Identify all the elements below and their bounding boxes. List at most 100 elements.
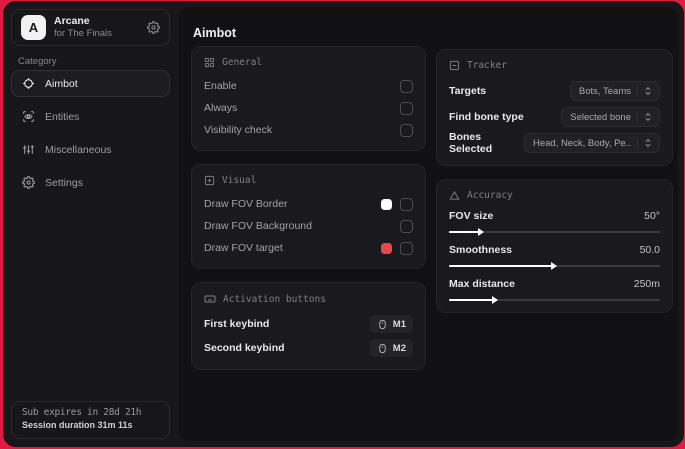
setting-label: Draw FOV target — [204, 242, 283, 254]
smoothness-group: Smoothness 50.0 — [449, 242, 660, 270]
card-title: Activation buttons — [223, 293, 326, 305]
accuracy-card: Accuracy FOV size 50° Smoothness 50.0 — [436, 179, 673, 313]
fov-border-color-swatch[interactable] — [381, 198, 392, 210]
slider-fill — [449, 228, 484, 236]
sidebar-item-miscellaneous[interactable]: Miscellaneous — [11, 136, 170, 163]
sliders-icon — [22, 143, 35, 156]
second-keybind-button[interactable]: M2 — [369, 339, 413, 357]
page-title: Aimbot — [193, 26, 237, 40]
grid-icon — [204, 57, 215, 68]
setting-row-always: Always — [204, 97, 413, 119]
setting-label: Smoothness — [449, 244, 513, 256]
mouse-icon — [377, 343, 388, 354]
slider-thumb[interactable] — [492, 296, 499, 304]
fov-background-checkbox[interactable] — [400, 219, 413, 233]
setting-row-visibility-check: Visibility check — [204, 119, 413, 141]
sidebar-item-label: Aimbot — [45, 77, 78, 90]
app-logo: A — [21, 15, 46, 40]
setting-label: Max distance — [449, 278, 515, 290]
subscription-info: Sub expires in 28d 21h Session duration … — [11, 401, 170, 439]
dropdown-value: Selected bone — [570, 111, 631, 123]
setting-label: Draw FOV Background — [204, 220, 312, 232]
setting-row-fov-target: Draw FOV target — [204, 237, 413, 259]
max-distance-group: Max distance 250m — [449, 276, 660, 304]
setting-label: Second keybind — [204, 342, 285, 354]
crosshair-icon — [22, 77, 35, 90]
card-title: Visual — [222, 175, 257, 186]
general-card: General Enable Always Visibility check — [191, 46, 426, 151]
setting-row-second-keybind: Second keybind M2 — [204, 336, 413, 360]
fov-size-group: FOV size 50° — [449, 208, 660, 236]
session-duration-text: Session duration 31m 11s — [22, 420, 133, 430]
tracker-card-header: Tracker — [449, 60, 660, 71]
fov-target-checkbox[interactable] — [400, 241, 413, 255]
triangle-icon — [449, 190, 460, 201]
bones-selected-dropdown[interactable]: Head, Neck, Body, Pe.. — [523, 133, 660, 153]
setting-row-fov-border: Draw FOV Border — [204, 193, 413, 215]
sidebar-item-label: Miscellaneous — [45, 143, 112, 156]
visual-card-header: Visual — [204, 175, 413, 186]
sidebar-item-aimbot[interactable]: Aimbot — [11, 70, 170, 97]
dropdown-value: Head, Neck, Body, Pe.. — [532, 137, 631, 149]
fov-target-color-swatch[interactable] — [381, 242, 392, 254]
main-panel: Aimbot General Enable Always — [179, 7, 678, 441]
app-window: A Arcane for The Finals Category Aimbot — [3, 1, 684, 447]
gear-icon[interactable] — [147, 21, 160, 34]
chevrons-up-down-icon — [637, 138, 653, 148]
app-subtitle: for The Finals — [54, 28, 112, 40]
card-title: General — [222, 57, 263, 68]
fov-border-checkbox[interactable] — [400, 197, 413, 211]
keybind-value: M2 — [392, 342, 406, 354]
right-column: Tracker Targets Bots, Teams Find bone ty… — [436, 49, 673, 313]
setting-label: Find bone type — [449, 111, 524, 123]
max-distance-slider[interactable] — [449, 296, 660, 304]
smoothness-value: 50.0 — [639, 244, 660, 256]
fov-size-value: 50° — [644, 210, 660, 222]
scan-eye-icon — [22, 110, 35, 123]
sidebar-item-label: Settings — [45, 176, 83, 189]
setting-label: Targets — [449, 85, 487, 97]
card-title: Tracker — [467, 60, 508, 71]
setting-label: Enable — [204, 80, 237, 92]
slider-fill — [449, 296, 499, 304]
enable-checkbox[interactable] — [400, 79, 413, 93]
first-keybind-button[interactable]: M1 — [369, 315, 413, 333]
setting-row-bones-selected: Bones Selected Head, Neck, Body, Pe.. — [449, 130, 660, 156]
tracker-card: Tracker Targets Bots, Teams Find bone ty… — [436, 49, 673, 166]
app-name: Arcane — [54, 15, 90, 27]
mouse-icon — [377, 319, 388, 330]
slider-thumb[interactable] — [477, 228, 484, 236]
sidebar-header: A Arcane for The Finals — [11, 9, 170, 46]
setting-label: Draw FOV Border — [204, 198, 288, 210]
accuracy-card-header: Accuracy — [449, 190, 660, 201]
sidebar-item-settings[interactable]: Settings — [11, 169, 170, 196]
fov-size-slider[interactable] — [449, 228, 660, 236]
setting-row-enable: Enable — [204, 75, 413, 97]
setting-row-fov-background: Draw FOV Background — [204, 215, 413, 237]
find-bone-type-dropdown[interactable]: Selected bone — [561, 107, 660, 127]
card-title: Accuracy — [467, 190, 513, 201]
sidebar-item-entities[interactable]: Entities — [11, 103, 170, 130]
setting-label: First keybind — [204, 318, 270, 330]
scan-icon — [449, 60, 460, 71]
slider-fill — [449, 262, 558, 270]
visibility-check-checkbox[interactable] — [400, 123, 413, 137]
gear-icon — [22, 176, 35, 189]
targets-dropdown[interactable]: Bots, Teams — [569, 81, 660, 101]
setting-label: Always — [204, 102, 238, 114]
smoothness-slider[interactable] — [449, 262, 660, 270]
activation-card: Activation buttons First keybind M1 Seco… — [191, 282, 426, 370]
slider-thumb[interactable] — [551, 262, 558, 270]
category-label: Category — [18, 56, 57, 67]
sub-expiry-text: Sub expires in 28d 21h — [22, 407, 142, 418]
sidebar-nav: Aimbot Entities Miscellaneous Settings — [11, 70, 170, 202]
app-titles: Arcane for The Finals — [54, 15, 139, 40]
setting-label: Visibility check — [204, 124, 273, 136]
always-checkbox[interactable] — [400, 101, 413, 115]
keyboard-icon — [204, 293, 216, 305]
focus-icon — [204, 175, 215, 186]
visual-card: Visual Draw FOV Border Draw FOV Backgrou… — [191, 164, 426, 269]
activation-card-header: Activation buttons — [204, 293, 413, 305]
keybind-value: M1 — [392, 318, 406, 330]
left-column: General Enable Always Visibility check — [191, 46, 426, 370]
